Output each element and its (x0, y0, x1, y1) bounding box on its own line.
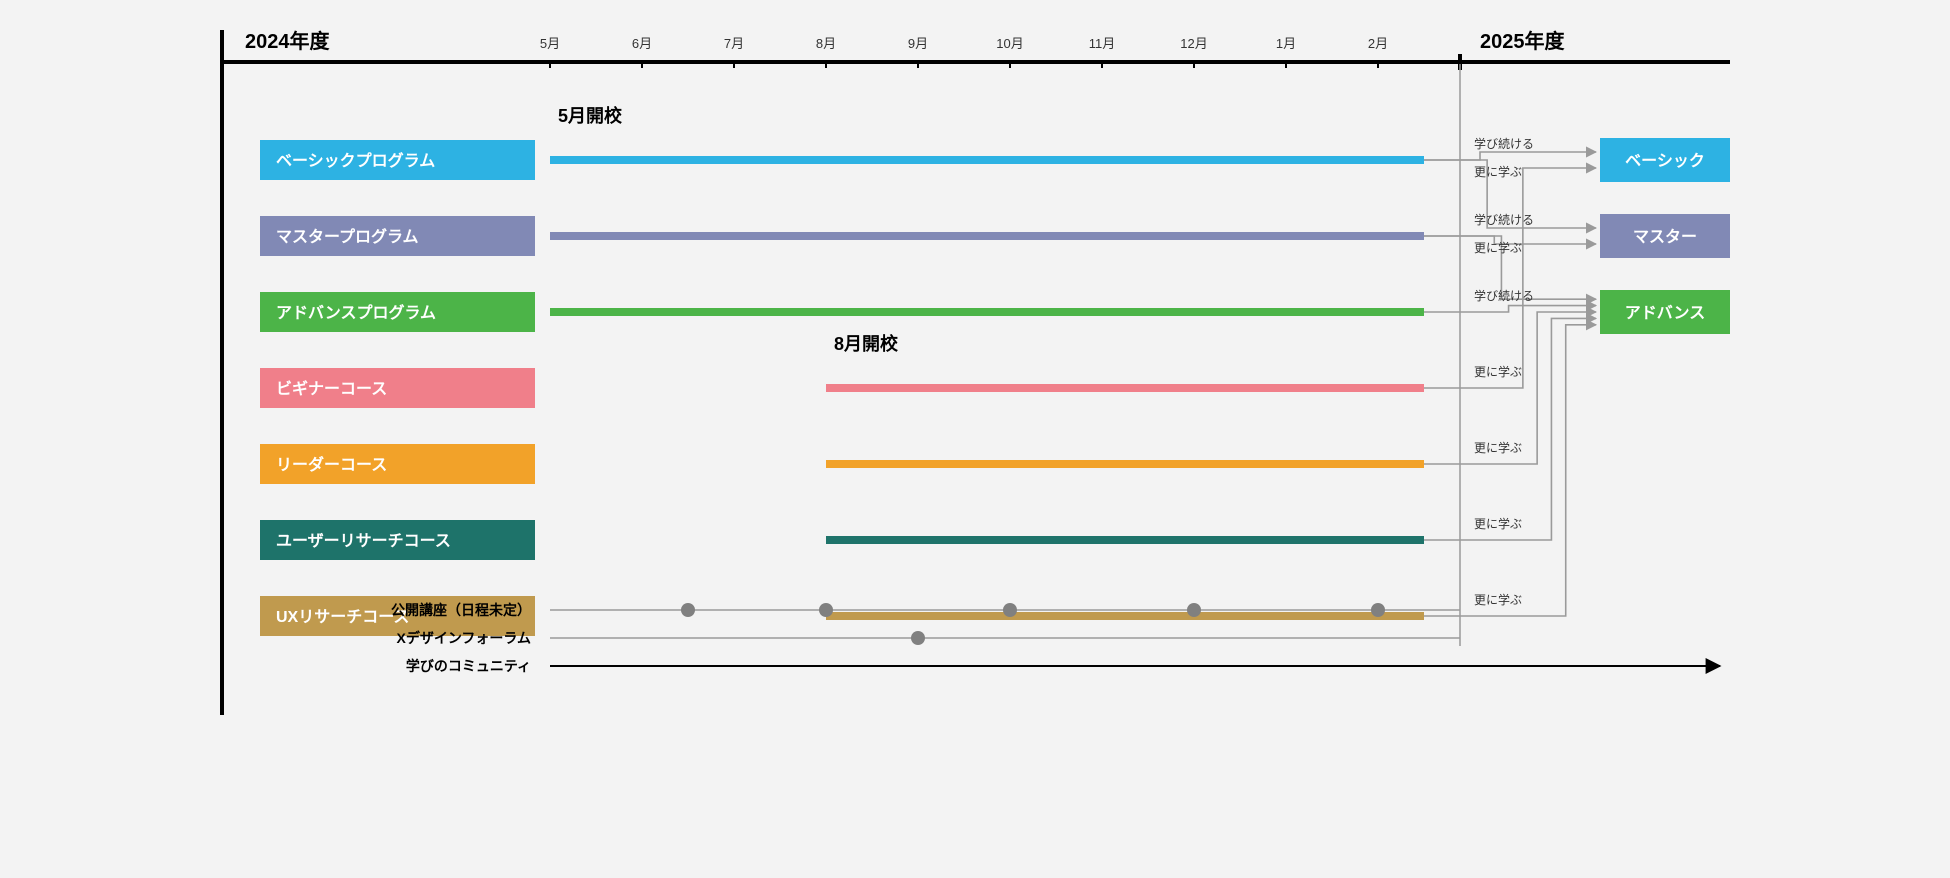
month-label: 10月 (996, 36, 1023, 51)
left-axis-rule (220, 30, 224, 715)
track-bar (826, 384, 1424, 392)
flow-arrow-label: 更に学ぶ (1474, 592, 1522, 607)
month-label: 2月 (1368, 36, 1388, 51)
flow-arrow-label: 更に学ぶ (1474, 240, 1522, 255)
flow-arrow (1424, 152, 1596, 160)
flow-arrow-label: 学び続ける (1474, 136, 1534, 151)
month-label: 1月 (1276, 36, 1296, 51)
aux-row-label: 学びのコミュニティ (406, 658, 531, 674)
aux-dot (681, 603, 695, 617)
track-bar (826, 536, 1424, 544)
month-label: 11月 (1089, 36, 1116, 51)
track-label: ビギナーコース (276, 379, 387, 398)
top-axis (220, 60, 1730, 64)
flow-arrow (1424, 306, 1596, 312)
aux-dot (1371, 603, 1385, 617)
track-bar (826, 612, 1424, 620)
month-label: 9月 (908, 36, 928, 51)
track-bar (550, 156, 1424, 164)
month-label: 5月 (540, 36, 560, 51)
track-label: リーダーコース (276, 455, 387, 474)
track-label: ユーザーリサーチコース (276, 532, 451, 550)
aux-row-label: Xデザインフォーラム (397, 630, 532, 646)
destination-label: マスター (1633, 228, 1697, 246)
flow-arrow-label: 学び続ける (1474, 212, 1534, 227)
flow-arrow (1424, 168, 1596, 388)
aux-dot (911, 631, 925, 645)
flow-arrow-label: 更に学ぶ (1474, 440, 1522, 455)
aux-dot (1003, 603, 1017, 617)
course-timeline-chart: 2024年度 2025年度 5月 6月 7月 8月 9月 10月 11月 12月 1月 2月 5月開校 8… (200, 20, 1750, 720)
aux-dot (1187, 603, 1201, 617)
flow-arrow-label: 更に学ぶ (1474, 164, 1522, 179)
month-label: 7月 (724, 36, 744, 51)
destination-label: ベーシック (1625, 152, 1705, 170)
section-aug-label: 8月開校 (834, 333, 899, 354)
section-may-label: 5月開校 (558, 105, 623, 126)
track-label: UXリサーチコース (276, 608, 409, 626)
destination-label: アドバンス (1625, 304, 1705, 322)
track-label: アドバンスプログラム (276, 303, 436, 322)
flow-arrow-label: 更に学ぶ (1474, 364, 1522, 379)
month-label: 12月 (1180, 36, 1207, 51)
month-label: 8月 (816, 36, 836, 51)
flow-arrow (1424, 318, 1596, 540)
aux-row-label: 公開講座（日程未定） (391, 602, 531, 618)
track-label: ベーシックプログラム (276, 151, 435, 170)
track-bar (550, 308, 1424, 316)
flow-arrow-label: 更に学ぶ (1474, 516, 1522, 531)
month-label: 6月 (632, 36, 652, 51)
track-bar (826, 460, 1424, 468)
track-bar (550, 232, 1424, 240)
aux-dot (819, 603, 833, 617)
year-left-label: 2024年度 (245, 29, 330, 53)
flow-arrow-label: 学び続ける (1474, 288, 1534, 303)
timeline-svg: 2024年度 2025年度 5月 6月 7月 8月 9月 10月 11月 12月 1月 2月 5月開校 8… (200, 20, 1750, 720)
year-right-label: 2025年度 (1480, 29, 1565, 53)
track-label: マスタープログラム (276, 227, 419, 246)
